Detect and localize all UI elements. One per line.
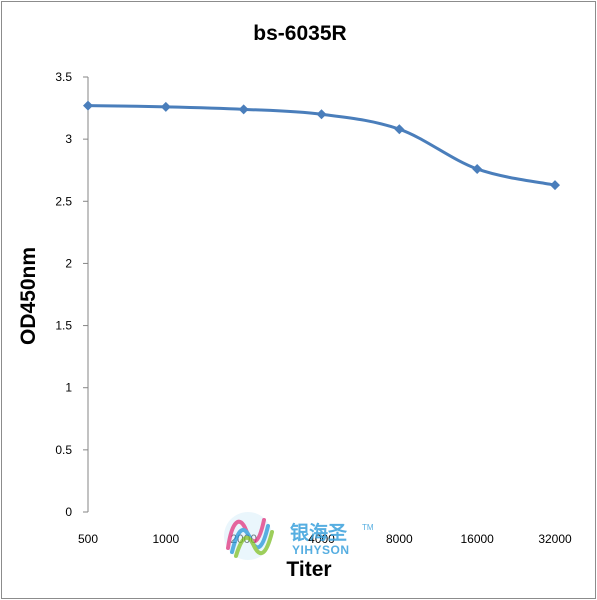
y-tick-label: 0 xyxy=(65,505,72,519)
yihyson-logo xyxy=(224,512,274,560)
data-point-marker xyxy=(394,124,405,135)
y-tick-label: 1.5 xyxy=(55,319,72,333)
y-tick-label: 3 xyxy=(65,132,72,146)
watermark-trademark: TM xyxy=(362,523,374,532)
x-tick-label: 16000 xyxy=(460,532,494,546)
x-axis-title: Titer xyxy=(286,558,331,581)
y-tick-label: 2.5 xyxy=(55,194,72,208)
watermark-brand-cn: 银海圣 xyxy=(290,521,348,544)
y-tick-label: 1 xyxy=(65,381,72,395)
data-point-marker xyxy=(160,101,171,112)
x-tick-label: 8000 xyxy=(386,532,413,546)
watermark-brand-en: YIHYSON xyxy=(292,543,350,557)
y-tick-label: 3.5 xyxy=(55,70,72,84)
x-tick-label: 500 xyxy=(78,532,98,546)
y-tick-labels: 0 0.5 1 1.5 2 2.5 3 3.5 xyxy=(55,70,88,519)
data-point-marker xyxy=(83,100,93,111)
x-tick-label: 1000 xyxy=(152,532,179,546)
y-tick-label: 0.5 xyxy=(55,443,72,457)
data-point-marker xyxy=(316,109,327,120)
series-markers xyxy=(83,100,560,191)
y-axis-title: OD450nm xyxy=(17,247,40,345)
y-tick-label: 2 xyxy=(65,256,72,270)
data-point-marker xyxy=(550,180,560,191)
x-tick-label: 32000 xyxy=(538,532,572,546)
x-tick-label: 4000 xyxy=(308,532,335,546)
data-point-marker xyxy=(472,163,483,174)
chart-title: bs-6035R xyxy=(253,22,346,45)
data-point-marker xyxy=(238,104,249,115)
watermark: 银海圣 TM YIHYSON xyxy=(224,512,374,560)
